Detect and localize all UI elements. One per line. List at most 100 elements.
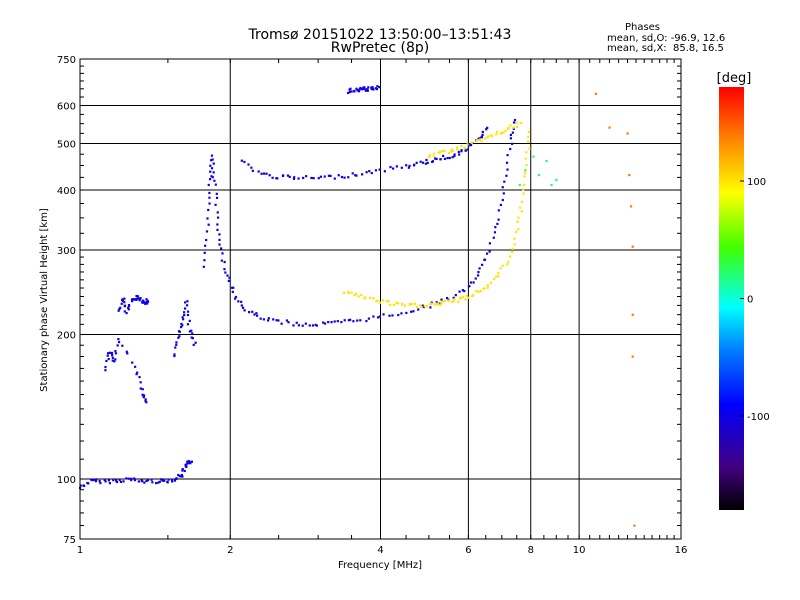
data-point [501, 264, 504, 267]
data-point [459, 297, 463, 300]
data-point [504, 129, 507, 132]
data-point [435, 157, 438, 161]
chart-subtitle: RwPretec (8p) [330, 40, 430, 56]
data-point [297, 177, 300, 180]
data-point [475, 139, 478, 142]
data-point [135, 373, 138, 376]
data-point [361, 173, 364, 176]
data-point [305, 175, 308, 178]
data-point [178, 335, 181, 338]
data-point [150, 478, 153, 481]
data-point [395, 165, 398, 168]
y-tick-label: 400 [57, 186, 76, 197]
data-point [227, 279, 230, 283]
data-point [367, 86, 370, 89]
data-point [120, 302, 123, 305]
data-point [466, 143, 469, 146]
data-point [113, 360, 116, 363]
data-point [184, 301, 187, 304]
data-point [134, 298, 137, 301]
data-point [496, 222, 499, 225]
data-point [223, 260, 226, 264]
data-point [370, 86, 373, 89]
data-point [358, 88, 361, 91]
data-point [114, 352, 118, 355]
data-point [206, 217, 209, 220]
data-point [250, 166, 253, 169]
data-point [127, 306, 130, 309]
data-point [223, 268, 226, 271]
data-point [449, 150, 453, 153]
data-point [485, 128, 488, 131]
data-point [517, 228, 520, 231]
data-point [446, 157, 449, 160]
data-point [277, 319, 280, 322]
data-point [267, 317, 270, 320]
data-point [594, 92, 598, 95]
data-point [364, 296, 367, 299]
phases-title: Phases [624, 22, 661, 33]
data-point [183, 307, 187, 310]
data-point [515, 121, 518, 124]
data-point [186, 313, 190, 317]
data-point [555, 178, 558, 182]
data-point [400, 312, 403, 315]
data-point [405, 311, 408, 315]
data-point [436, 303, 440, 306]
data-point [175, 343, 178, 346]
data-point [107, 357, 110, 361]
colorbar-tick-label: 100 [747, 177, 766, 188]
data-point [155, 481, 158, 485]
data-point [351, 172, 354, 175]
data-point [211, 176, 214, 179]
data-point [127, 308, 130, 311]
data-point [207, 183, 210, 187]
data-point [392, 303, 396, 306]
x-tick-label: 2 [227, 545, 233, 556]
data-point [131, 298, 134, 301]
data-point [240, 304, 243, 307]
data-point [282, 174, 285, 177]
data-point [204, 244, 207, 247]
data-point [608, 126, 611, 129]
data-point [136, 295, 139, 298]
data-point [186, 300, 189, 303]
data-point [395, 301, 398, 304]
data-point [141, 393, 144, 396]
data-point [210, 175, 213, 178]
data-point [532, 155, 535, 158]
data-point [432, 155, 436, 158]
data-point [453, 298, 456, 301]
data-point [122, 480, 125, 483]
data-point [125, 311, 128, 315]
data-point [502, 192, 505, 195]
data-point [355, 174, 358, 177]
y-tick-labels: 75 100 200 300 400 500 600 750 [57, 55, 76, 546]
data-point [231, 286, 234, 289]
data-point [123, 301, 126, 304]
data-point [218, 233, 221, 236]
data-point [130, 477, 133, 480]
data-point [513, 237, 516, 240]
data-point [382, 313, 385, 316]
data-point [509, 124, 512, 127]
data-point [99, 482, 102, 485]
data-point [410, 303, 414, 306]
data-point [133, 479, 137, 482]
data-point [515, 230, 518, 233]
data-point [343, 319, 346, 322]
data-point [505, 174, 508, 177]
data-point [103, 478, 106, 482]
data-point [349, 87, 352, 90]
data-point [458, 290, 461, 293]
data-point [191, 332, 194, 335]
data-point [505, 161, 509, 164]
data-point [208, 178, 212, 181]
data-point [271, 176, 274, 179]
data-point [365, 88, 368, 91]
data-point [205, 230, 209, 233]
data-point [210, 167, 214, 170]
data-point [537, 173, 540, 177]
data-point [175, 477, 178, 481]
data-point [631, 355, 634, 358]
